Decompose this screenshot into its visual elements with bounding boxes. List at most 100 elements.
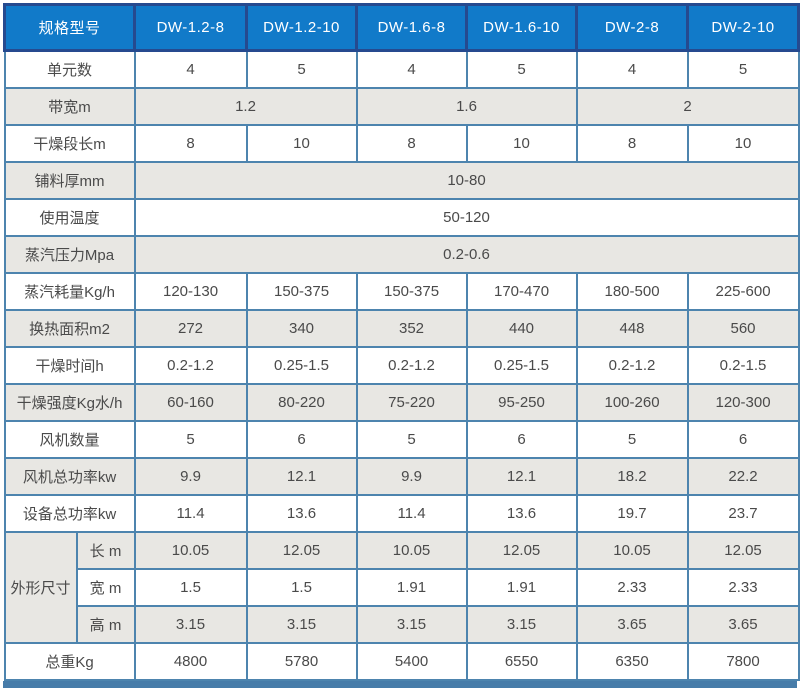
row-label: 单元数 (3, 49, 136, 89)
table-row: 蒸汽压力Mpa 0.2-0.6 (3, 235, 800, 274)
table-row: 总重Kg 4800 5780 5400 6550 6350 7800 (3, 642, 800, 681)
row-label: 带宽m (3, 87, 136, 126)
value-cell: 1.6 (355, 87, 578, 126)
value-cell: 8 (575, 124, 689, 163)
value-cell: 95-250 (465, 383, 578, 422)
value-cell: 10 (465, 124, 578, 163)
row-label: 长 m (75, 531, 136, 570)
value-cell: 1.2 (133, 87, 358, 126)
value-cell: 225-600 (686, 272, 800, 311)
row-label: 铺料厚mm (3, 161, 136, 200)
row-label: 高 m (75, 605, 136, 644)
value-cell: 5 (575, 420, 689, 459)
value-cell: 6550 (465, 642, 578, 681)
table-row: 干燥段长m 8 10 8 10 8 10 (3, 124, 800, 163)
bottom-accent-bar (3, 681, 797, 688)
value-cell: 3.15 (465, 605, 578, 644)
value-cell: 10-80 (133, 161, 800, 200)
value-cell: 12.1 (245, 457, 358, 496)
value-cell: 4800 (133, 642, 248, 681)
table-row: 干燥强度Kg水/h 60-160 80-220 75-220 95-250 100-260… (3, 383, 800, 422)
table-row: 外形尺寸长 m 10.05 12.05 10.05 12.05 10.05 12.05 (3, 531, 800, 644)
value-cell: 2.33 (686, 568, 800, 607)
model-header: DW-2-8 (575, 3, 690, 52)
value-cell: 6 (686, 420, 800, 459)
model-header: DW-1.6-8 (355, 3, 469, 52)
table-row: 干燥时间h 0.2-1.2 0.25-1.5 0.2-1.2 0.25-1.5 0.2-1… (3, 346, 800, 385)
model-header: DW-2-10 (686, 3, 800, 52)
row-label: 设备总功率kw (3, 494, 136, 533)
header-row: 规格型号 DW-1.2-8 DW-1.2-10 DW-1.6-8 DW-1.6-10 DW… (2, 3, 800, 52)
value-cell: 12.05 (686, 531, 800, 570)
value-cell: 5400 (355, 642, 468, 681)
row-label: 换热面积m2 (3, 309, 136, 348)
value-cell: 5780 (245, 642, 358, 681)
value-cell: 10.05 (575, 531, 689, 570)
row-label: 宽 m (75, 568, 136, 607)
value-cell: 10 (686, 124, 800, 163)
value-cell: 1.5 (133, 568, 248, 607)
table-row: 单元数 4 5 4 5 4 5 (3, 49, 800, 89)
row-label: 干燥强度Kg水/h (3, 383, 136, 422)
row-label: 使用温度 (3, 198, 136, 237)
table-row: 风机总功率kw 9.9 12.1 9.9 12.1 18.2 22.2 (3, 457, 800, 496)
value-cell: 340 (245, 309, 358, 348)
value-cell: 6 (465, 420, 578, 459)
value-cell: 9.9 (133, 457, 248, 496)
value-cell: 4 (355, 49, 468, 89)
value-cell: 2.33 (575, 568, 689, 607)
value-cell: 100-260 (575, 383, 689, 422)
group-label: 外形尺寸 (3, 531, 78, 644)
value-cell: 120-300 (686, 383, 800, 422)
table-row: 使用温度 50-120 (3, 198, 800, 237)
table-row: 蒸汽耗量Kg/h 120-130 150-375 150-375 170-470 180-… (3, 272, 800, 311)
spec-table-header: 规格型号 DW-1.2-8 DW-1.2-10 DW-1.6-8 DW-1.6-10 DW… (2, 3, 800, 52)
value-cell: 352 (355, 309, 468, 348)
value-cell: 272 (133, 309, 248, 348)
value-cell: 12.05 (465, 531, 578, 570)
value-cell: 11.4 (355, 494, 468, 533)
row-label: 风机数量 (3, 420, 136, 459)
value-cell: 23.7 (686, 494, 800, 533)
row-label: 总重Kg (3, 642, 136, 681)
row-label: 蒸汽耗量Kg/h (3, 272, 136, 311)
value-cell: 60-160 (133, 383, 248, 422)
value-cell: 22.2 (686, 457, 800, 496)
value-cell: 18.2 (575, 457, 689, 496)
value-cell: 5 (245, 49, 358, 89)
value-cell: 10.05 (133, 531, 248, 570)
value-cell: 150-375 (355, 272, 468, 311)
value-cell: 150-375 (245, 272, 358, 311)
table-row: 换热面积m2 272 340 352 440 448 560 (3, 309, 800, 348)
value-cell: 4 (575, 49, 689, 89)
model-header: DW-1.6-10 (465, 3, 579, 52)
model-header: DW-1.2-10 (245, 3, 359, 52)
value-cell: 3.15 (245, 605, 358, 644)
value-cell: 120-130 (133, 272, 248, 311)
table-row: 宽 m 1.5 1.5 1.91 1.91 2.33 2.33 (5, 568, 800, 607)
value-cell: 0.2-1.2 (355, 346, 468, 385)
value-cell: 75-220 (355, 383, 468, 422)
value-cell: 560 (686, 309, 800, 348)
value-cell: 0.2-1.2 (575, 346, 689, 385)
value-cell: 50-120 (133, 198, 800, 237)
spec-table: 规格型号 DW-1.2-8 DW-1.2-10 DW-1.6-8 DW-1.6-10 DW… (2, 3, 800, 681)
value-cell: 1.91 (465, 568, 578, 607)
row-label: 干燥段长m (3, 124, 136, 163)
row-label: 风机总功率kw (3, 457, 136, 496)
value-cell: 11.4 (133, 494, 248, 533)
value-cell: 6350 (575, 642, 689, 681)
value-cell: 1.5 (245, 568, 358, 607)
value-cell: 3.15 (355, 605, 468, 644)
value-cell: 1.91 (355, 568, 468, 607)
value-cell: 9.9 (355, 457, 468, 496)
value-cell: 8 (133, 124, 248, 163)
value-cell: 7800 (686, 642, 800, 681)
table-row: 铺料厚mm 10-80 (3, 161, 800, 200)
value-cell: 19.7 (575, 494, 689, 533)
value-cell: 448 (575, 309, 689, 348)
value-cell: 5 (465, 49, 578, 89)
value-cell: 5 (133, 420, 248, 459)
value-cell: 12.1 (465, 457, 578, 496)
